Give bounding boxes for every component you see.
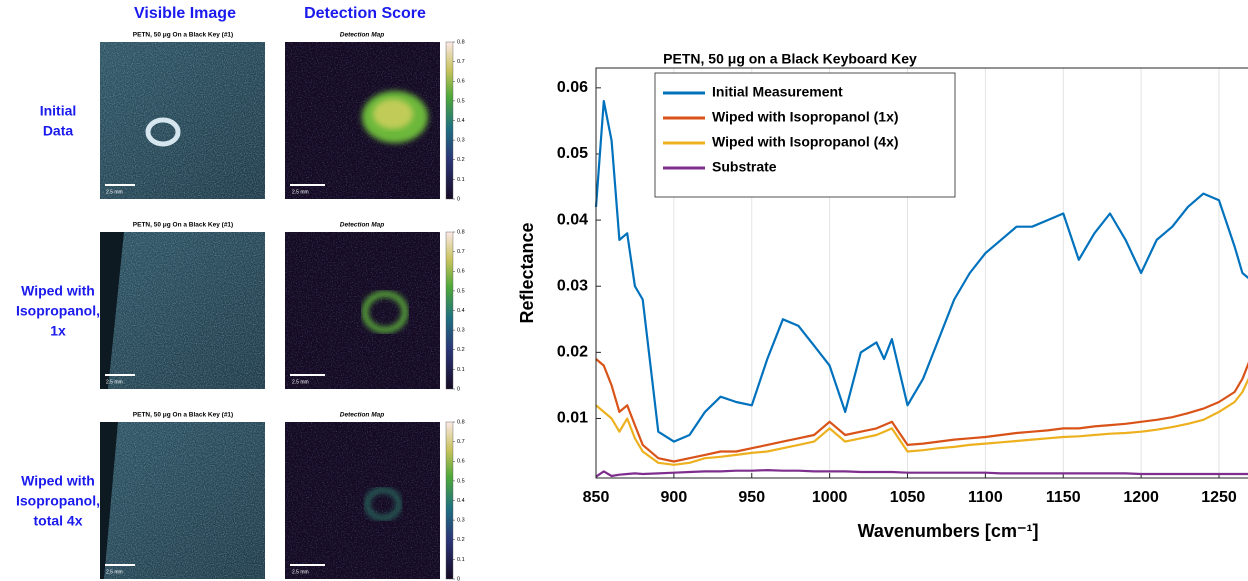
image-title: PETN, 50 μg On a Black Key (#1)	[133, 222, 233, 229]
row-label: Wiped with	[21, 473, 95, 489]
colorbar-tick-label: 0.4	[457, 308, 465, 314]
colorbar-tick-label: 0.7	[457, 249, 465, 255]
column-header: Detection Score	[304, 5, 426, 22]
colorbar-tick-label: 0.5	[457, 478, 465, 484]
colorbar-tick-label: 0	[457, 196, 460, 202]
colorbar-tick-label: 0.7	[457, 59, 465, 65]
scale-label: 2.5 mm	[292, 189, 309, 195]
colorbar-tick-label: 0.2	[457, 347, 465, 353]
detection-core	[373, 99, 413, 129]
colorbar-tick-label: 0.8	[457, 229, 465, 235]
colorbar-tick-label: 0.7	[457, 439, 465, 445]
row-label: Isopropanol,	[16, 303, 100, 319]
axes-frame	[595, 67, 1248, 479]
colorbar-tick-label: 0.1	[457, 367, 465, 373]
x-tick-label: 1000	[812, 489, 848, 506]
image-title: PETN, 50 μg On a Black Key (#1)	[133, 32, 233, 39]
column-header: Visible Image	[134, 5, 236, 22]
map-title: Detection Map	[340, 222, 384, 229]
image-texture	[100, 232, 265, 389]
map-texture	[285, 422, 440, 579]
y-axis-label: Reflectance	[517, 222, 537, 323]
image-title: PETN, 50 μg On a Black Key (#1)	[133, 412, 233, 419]
row-label: Initial	[40, 103, 77, 119]
colorbar-tick-label: 0.2	[457, 537, 465, 543]
chart-title: PETN, 50 μg on a Black Keyboard Key	[663, 51, 917, 67]
colorbar-tick-label: 0.8	[457, 419, 465, 425]
colorbar-tick-label: 0.4	[457, 498, 465, 504]
colorbar-tick-label: 0.2	[457, 157, 465, 163]
x-tick-label: 900	[661, 489, 688, 506]
scale-label: 2.5 mm	[292, 379, 309, 385]
row-label: Data	[43, 123, 74, 139]
series-line	[594, 100, 1248, 443]
y-tick-label: 0.02	[557, 344, 588, 361]
detection-ring	[364, 487, 402, 521]
colorbar-tick-label: 0.3	[457, 328, 465, 334]
map-title: Detection Map	[340, 32, 384, 39]
map-title: Detection Map	[340, 412, 384, 419]
residue-ring	[145, 117, 181, 147]
series-line	[595, 469, 1248, 478]
x-tick-label: 950	[738, 489, 765, 506]
colorbar-tick-label: 0.4	[457, 118, 465, 124]
colorbar-tick-label: 0.5	[457, 288, 465, 294]
x-tick-label: 1150	[1046, 489, 1081, 506]
colorbar-tick-label: 0.3	[457, 138, 465, 144]
colorbar-tick-label: 0	[457, 386, 460, 392]
colorbar-tick-label: 0	[457, 576, 460, 581]
y-tick-label: 0.04	[557, 211, 588, 228]
x-tick-label: 1250	[1201, 489, 1237, 506]
series-line	[595, 358, 1248, 463]
legend-label: Wiped with Isopropanol (1x)	[712, 109, 899, 125]
legend-label: Initial Measurement	[712, 84, 843, 100]
y-tick-label: 0.06	[557, 79, 588, 96]
row-label: 1x	[50, 323, 66, 339]
colorbar	[445, 231, 454, 390]
scale-label: 2.5 mm	[106, 189, 123, 195]
x-tick-label: 1050	[890, 489, 926, 506]
detection-ring	[362, 291, 408, 333]
x-tick-label: 850	[583, 489, 610, 506]
colorbar-tick-label: 0.3	[457, 518, 465, 524]
x-axis-label: Wavenumbers [cm⁻¹]	[858, 521, 1039, 541]
x-tick-label: 1200	[1123, 489, 1159, 506]
key-edge	[100, 232, 124, 389]
scale-label: 2.5 mm	[292, 569, 309, 575]
legend-label: Wiped with Isopropanol (4x)	[712, 134, 899, 150]
key-edge	[100, 422, 118, 579]
colorbar	[445, 41, 454, 200]
series-line	[595, 377, 1248, 466]
scale-label: 2.5 mm	[106, 569, 123, 575]
row-label: Wiped with	[21, 283, 95, 299]
colorbar-tick-label: 0.6	[457, 269, 465, 275]
row-label: total 4x	[33, 513, 82, 529]
image-texture	[100, 422, 265, 579]
image-texture	[100, 42, 265, 199]
row-label: Isopropanol,	[16, 493, 100, 509]
colorbar-tick-label: 0.6	[457, 459, 465, 465]
y-tick-label: 0.03	[557, 277, 588, 294]
x-tick-label: 1100	[968, 489, 1003, 506]
y-tick-label: 0.01	[557, 410, 588, 427]
colorbar-tick-label: 0.1	[457, 557, 465, 563]
colorbar-tick-label: 0.6	[457, 79, 465, 85]
legend-label: Substrate	[712, 159, 777, 175]
colorbar-tick-label: 0.1	[457, 177, 465, 183]
colorbar-tick-label: 0.8	[457, 39, 465, 45]
colorbar-tick-label: 0.5	[457, 98, 465, 104]
y-tick-label: 0.05	[557, 145, 588, 162]
scale-label: 2.5 mm	[106, 379, 123, 385]
colorbar	[445, 421, 454, 580]
